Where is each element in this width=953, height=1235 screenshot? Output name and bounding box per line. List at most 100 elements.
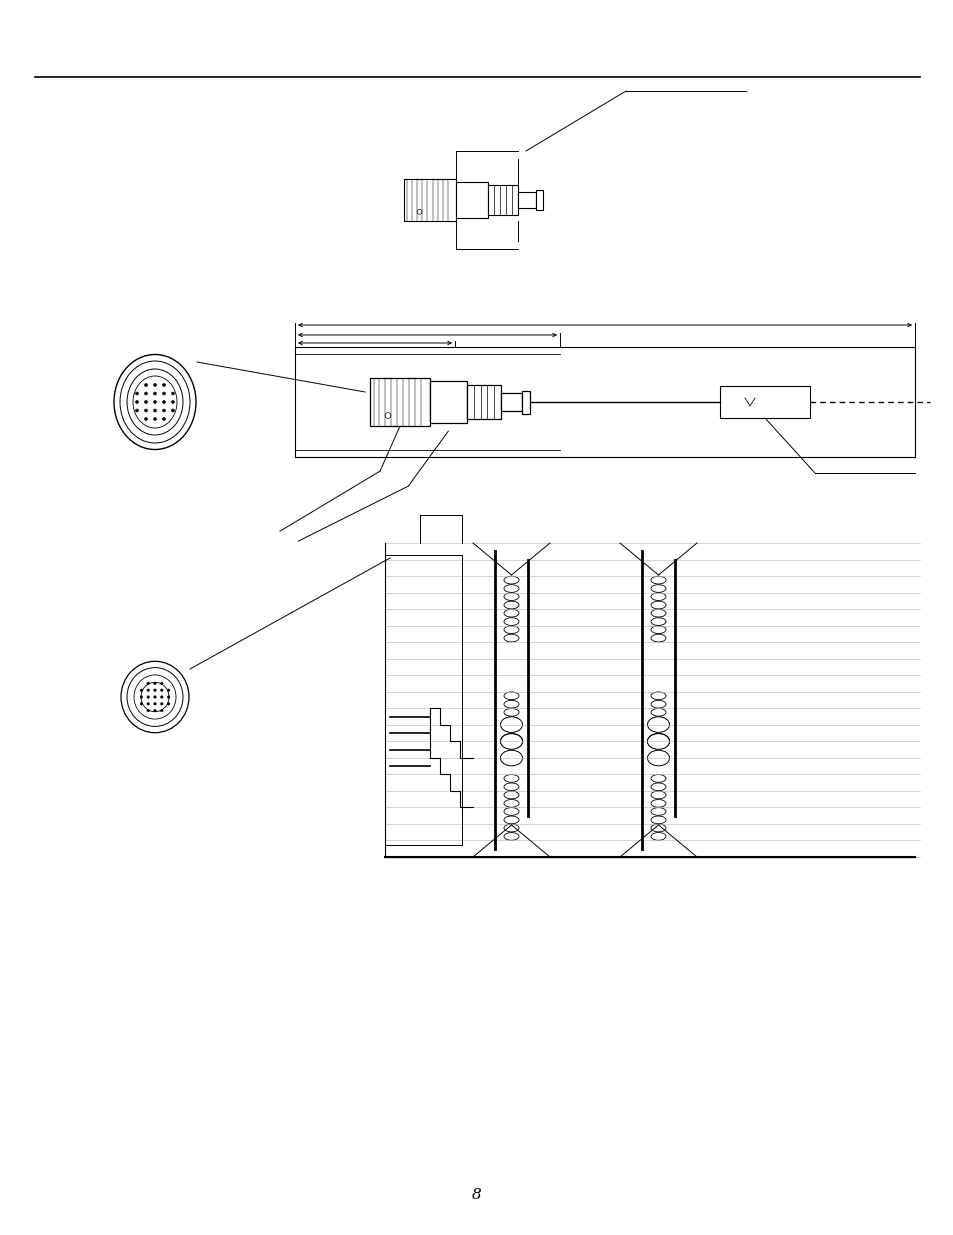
Ellipse shape <box>503 792 518 799</box>
Text: 8: 8 <box>472 1188 481 1202</box>
Ellipse shape <box>650 824 665 832</box>
Circle shape <box>167 695 170 698</box>
Ellipse shape <box>650 774 665 782</box>
Circle shape <box>144 400 148 404</box>
Ellipse shape <box>141 682 169 711</box>
Ellipse shape <box>503 609 518 618</box>
Ellipse shape <box>127 668 183 726</box>
Circle shape <box>147 682 150 684</box>
Circle shape <box>140 695 143 698</box>
Circle shape <box>144 384 148 387</box>
Ellipse shape <box>650 700 665 708</box>
Bar <box>720 387 809 417</box>
Ellipse shape <box>650 709 665 716</box>
Bar <box>466 385 500 419</box>
Ellipse shape <box>503 593 518 600</box>
Circle shape <box>135 400 138 404</box>
Circle shape <box>135 409 138 412</box>
Ellipse shape <box>503 709 518 716</box>
Ellipse shape <box>133 676 175 719</box>
Ellipse shape <box>503 716 518 725</box>
Circle shape <box>172 409 174 412</box>
Circle shape <box>172 400 174 404</box>
Ellipse shape <box>650 609 665 618</box>
Ellipse shape <box>503 783 518 790</box>
Ellipse shape <box>121 661 189 732</box>
Circle shape <box>153 709 156 711</box>
Ellipse shape <box>503 808 518 815</box>
Ellipse shape <box>650 584 665 593</box>
Circle shape <box>153 384 156 387</box>
Ellipse shape <box>503 635 518 642</box>
Bar <box>488 185 517 215</box>
Circle shape <box>147 689 150 692</box>
Bar <box>500 393 521 411</box>
Circle shape <box>160 695 163 698</box>
Circle shape <box>162 400 165 404</box>
Ellipse shape <box>503 584 518 593</box>
Ellipse shape <box>647 734 669 748</box>
Ellipse shape <box>647 716 669 732</box>
Ellipse shape <box>650 618 665 625</box>
Circle shape <box>162 409 165 412</box>
Ellipse shape <box>650 832 665 840</box>
Circle shape <box>147 695 150 698</box>
Circle shape <box>160 689 163 692</box>
Ellipse shape <box>113 354 195 450</box>
Circle shape <box>160 682 163 684</box>
Ellipse shape <box>503 692 518 700</box>
Ellipse shape <box>650 593 665 600</box>
Circle shape <box>147 709 150 711</box>
Circle shape <box>153 689 156 692</box>
Circle shape <box>172 391 174 395</box>
Ellipse shape <box>503 799 518 808</box>
Ellipse shape <box>650 601 665 609</box>
Ellipse shape <box>503 824 518 832</box>
Ellipse shape <box>647 750 669 766</box>
Ellipse shape <box>503 577 518 584</box>
Circle shape <box>160 709 163 711</box>
Ellipse shape <box>650 808 665 815</box>
Ellipse shape <box>500 734 522 750</box>
Bar <box>536 190 542 210</box>
Ellipse shape <box>500 750 522 766</box>
Circle shape <box>144 409 148 412</box>
Circle shape <box>153 409 156 412</box>
Circle shape <box>140 703 143 705</box>
Ellipse shape <box>650 626 665 634</box>
Circle shape <box>162 384 165 387</box>
Ellipse shape <box>650 692 665 700</box>
Circle shape <box>140 689 143 692</box>
Circle shape <box>160 703 163 705</box>
Circle shape <box>385 412 391 419</box>
Ellipse shape <box>503 774 518 782</box>
Ellipse shape <box>503 816 518 824</box>
Ellipse shape <box>503 832 518 840</box>
Circle shape <box>167 689 170 692</box>
Circle shape <box>147 703 150 705</box>
Bar <box>370 378 430 426</box>
Ellipse shape <box>650 799 665 808</box>
Ellipse shape <box>500 734 522 748</box>
Bar <box>521 390 530 414</box>
Ellipse shape <box>503 700 518 708</box>
Ellipse shape <box>503 618 518 625</box>
Circle shape <box>167 703 170 705</box>
Circle shape <box>162 391 165 395</box>
Circle shape <box>153 391 156 395</box>
Bar <box>517 191 536 207</box>
Ellipse shape <box>650 816 665 824</box>
Ellipse shape <box>120 361 190 443</box>
Ellipse shape <box>503 626 518 634</box>
Ellipse shape <box>650 635 665 642</box>
Circle shape <box>135 391 138 395</box>
Circle shape <box>153 703 156 705</box>
Circle shape <box>144 417 148 420</box>
Ellipse shape <box>500 716 522 732</box>
Ellipse shape <box>127 369 183 435</box>
Ellipse shape <box>650 783 665 790</box>
Ellipse shape <box>647 734 669 750</box>
Circle shape <box>153 695 156 698</box>
Circle shape <box>162 417 165 420</box>
Circle shape <box>144 391 148 395</box>
